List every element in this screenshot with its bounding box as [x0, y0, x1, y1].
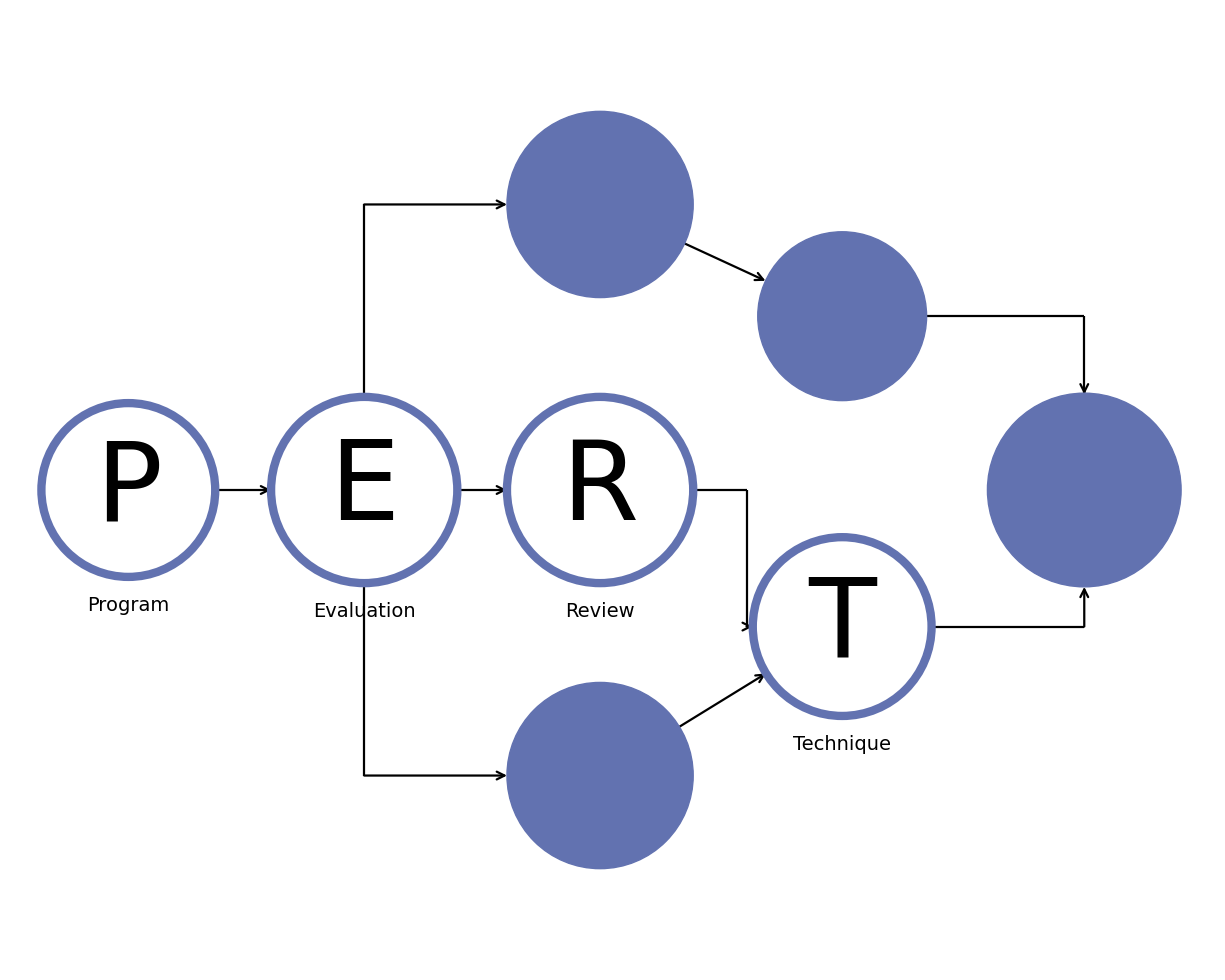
- Circle shape: [758, 231, 926, 401]
- Text: Technique: Technique: [793, 735, 891, 754]
- Circle shape: [507, 112, 693, 298]
- Text: Review: Review: [565, 602, 635, 620]
- Circle shape: [507, 397, 693, 583]
- Circle shape: [987, 393, 1181, 587]
- Circle shape: [753, 537, 931, 716]
- Circle shape: [507, 682, 693, 868]
- Text: Evaluation: Evaluation: [312, 602, 415, 620]
- Text: Program: Program: [87, 596, 169, 614]
- Text: T: T: [808, 573, 876, 680]
- Text: R: R: [561, 436, 638, 544]
- Circle shape: [271, 397, 457, 583]
- Text: P: P: [94, 436, 162, 544]
- Text: E: E: [330, 436, 399, 544]
- Circle shape: [42, 403, 216, 577]
